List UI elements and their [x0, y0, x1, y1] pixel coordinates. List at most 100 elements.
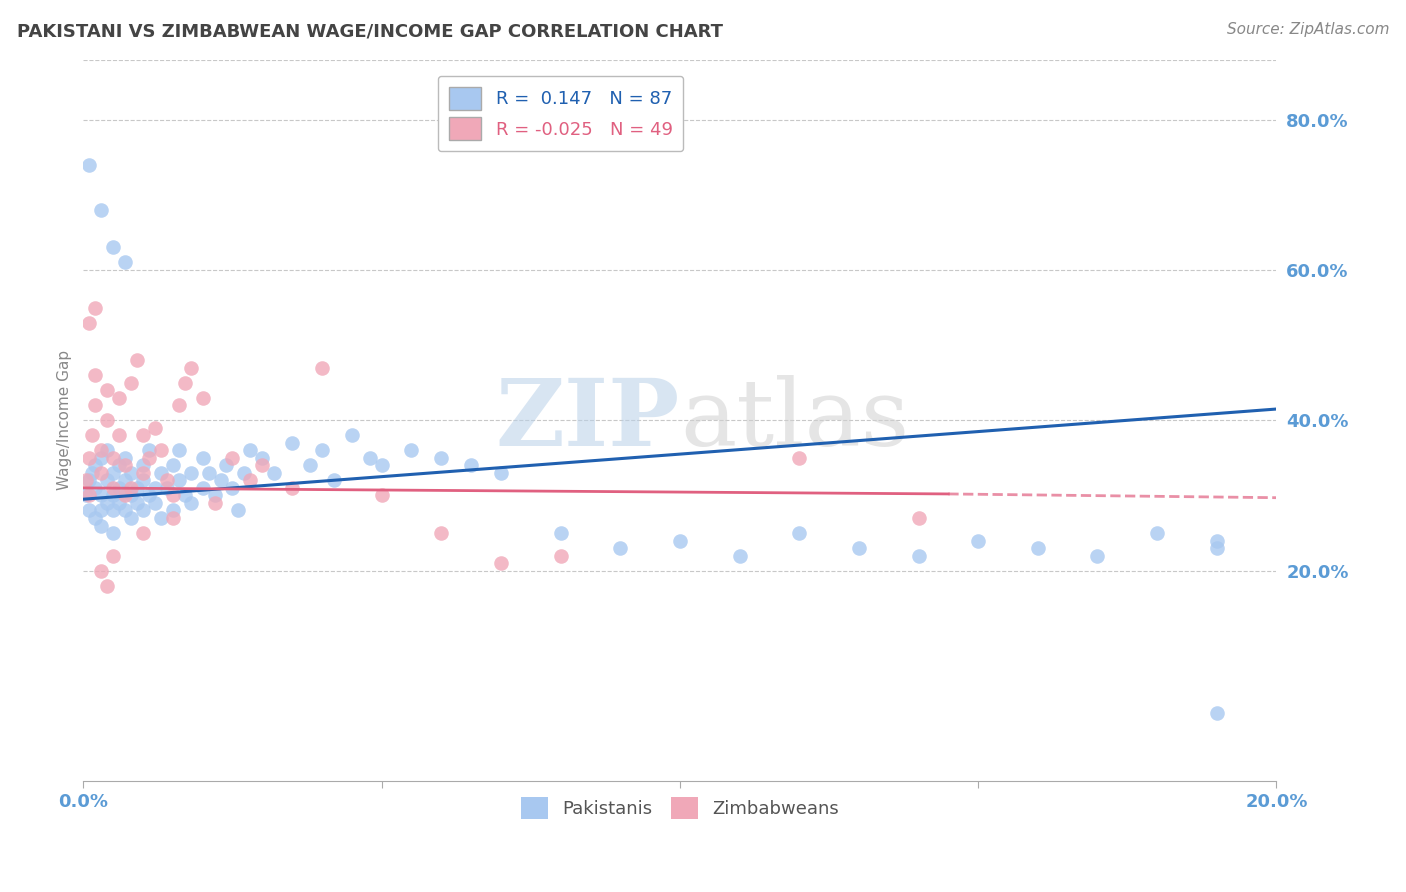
- Point: [143, 481, 166, 495]
- Point: [114, 474, 136, 488]
- Text: ZIP: ZIP: [496, 376, 681, 466]
- Point: [96, 383, 118, 397]
- Point: [149, 511, 172, 525]
- Point: [125, 481, 148, 495]
- Point: [90, 503, 112, 517]
- Point: [401, 443, 423, 458]
- Legend: Pakistanis, Zimbabweans: Pakistanis, Zimbabweans: [513, 789, 846, 826]
- Point: [84, 368, 107, 383]
- Point: [108, 496, 131, 510]
- Point: [281, 481, 304, 495]
- Point: [82, 466, 104, 480]
- Point: [114, 503, 136, 517]
- Point: [173, 488, 195, 502]
- Point: [77, 488, 100, 502]
- Point: [221, 450, 243, 465]
- Point: [120, 511, 142, 525]
- Point: [84, 481, 107, 495]
- Point: [215, 458, 238, 473]
- Point: [1087, 549, 1109, 563]
- Point: [848, 541, 870, 555]
- Point: [101, 240, 124, 254]
- Point: [1205, 541, 1227, 555]
- Point: [167, 443, 190, 458]
- Point: [340, 428, 363, 442]
- Point: [84, 398, 107, 412]
- Point: [75, 488, 97, 502]
- Point: [191, 481, 214, 495]
- Point: [77, 158, 100, 172]
- Point: [96, 579, 118, 593]
- Point: [96, 413, 118, 427]
- Point: [252, 458, 274, 473]
- Point: [125, 353, 148, 368]
- Point: [204, 496, 226, 510]
- Point: [90, 450, 112, 465]
- Point: [96, 496, 118, 510]
- Point: [180, 360, 202, 375]
- Point: [101, 526, 124, 541]
- Point: [77, 450, 100, 465]
- Point: [489, 466, 512, 480]
- Point: [430, 526, 453, 541]
- Point: [132, 526, 155, 541]
- Point: [311, 360, 333, 375]
- Point: [907, 511, 929, 525]
- Point: [77, 316, 100, 330]
- Point: [120, 488, 142, 502]
- Point: [1205, 706, 1227, 721]
- Point: [460, 458, 482, 473]
- Point: [120, 466, 142, 480]
- Point: [191, 450, 214, 465]
- Point: [138, 443, 160, 458]
- Text: PAKISTANI VS ZIMBABWEAN WAGE/INCOME GAP CORRELATION CHART: PAKISTANI VS ZIMBABWEAN WAGE/INCOME GAP …: [17, 22, 723, 40]
- Point: [101, 466, 124, 480]
- Point: [252, 450, 274, 465]
- Point: [90, 443, 112, 458]
- Point: [101, 450, 124, 465]
- Point: [82, 428, 104, 442]
- Point: [162, 488, 184, 502]
- Point: [108, 481, 131, 495]
- Point: [298, 458, 321, 473]
- Point: [96, 443, 118, 458]
- Point: [173, 376, 195, 390]
- Point: [263, 466, 285, 480]
- Point: [114, 488, 136, 502]
- Point: [180, 496, 202, 510]
- Point: [90, 518, 112, 533]
- Point: [108, 391, 131, 405]
- Point: [204, 488, 226, 502]
- Point: [233, 466, 256, 480]
- Point: [114, 458, 136, 473]
- Point: [120, 376, 142, 390]
- Point: [132, 428, 155, 442]
- Point: [156, 481, 179, 495]
- Point: [180, 466, 202, 480]
- Point: [125, 496, 148, 510]
- Point: [75, 474, 97, 488]
- Point: [550, 526, 572, 541]
- Point: [1205, 533, 1227, 548]
- Point: [162, 458, 184, 473]
- Point: [967, 533, 990, 548]
- Point: [669, 533, 692, 548]
- Text: Source: ZipAtlas.com: Source: ZipAtlas.com: [1226, 22, 1389, 37]
- Point: [239, 443, 262, 458]
- Point: [191, 391, 214, 405]
- Point: [90, 488, 112, 502]
- Point: [114, 450, 136, 465]
- Point: [430, 450, 453, 465]
- Point: [167, 474, 190, 488]
- Point: [162, 511, 184, 525]
- Point: [239, 474, 262, 488]
- Point: [90, 564, 112, 578]
- Point: [132, 503, 155, 517]
- Point: [550, 549, 572, 563]
- Text: atlas: atlas: [681, 376, 910, 466]
- Point: [281, 435, 304, 450]
- Point: [114, 255, 136, 269]
- Point: [77, 474, 100, 488]
- Point: [221, 481, 243, 495]
- Point: [1146, 526, 1168, 541]
